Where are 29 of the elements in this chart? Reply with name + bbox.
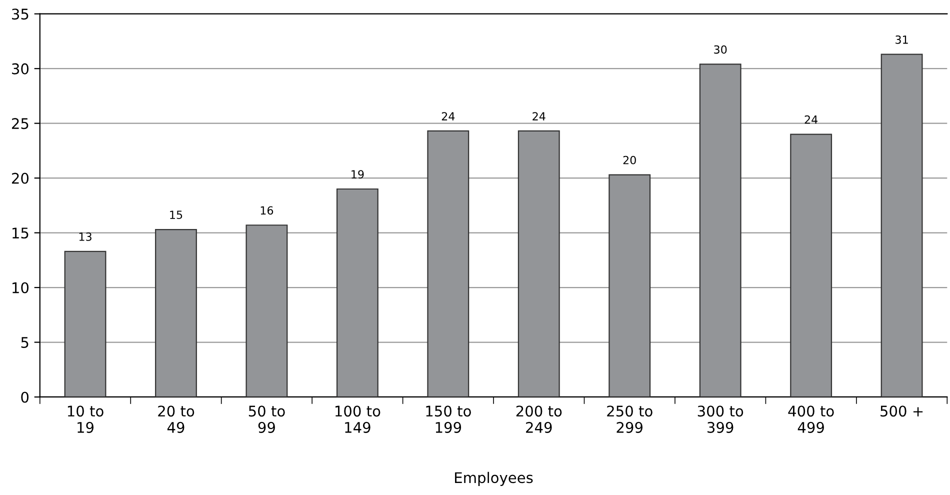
y-tick-label: 10 [12, 282, 29, 294]
x-tick-label: 20 to 49 [158, 406, 194, 433]
x-tick-label: 10 to 19 [68, 406, 104, 433]
x-tick-label: 50 to 99 [248, 406, 285, 433]
x-tick-label: 250 to 299 [607, 406, 652, 433]
y-tick-label: 25 [12, 118, 28, 130]
y-tick-label: 35 [12, 8, 28, 20]
x-tick-label: 500 + [880, 406, 923, 417]
data-label: 31 [896, 35, 908, 44]
x-axis-title: Employees [455, 472, 533, 486]
data-label: 20 [623, 156, 636, 164]
y-tick-label: 30 [12, 63, 29, 74]
data-label: 30 [714, 45, 727, 54]
x-tick-label: 150 to 199 [426, 406, 471, 433]
data-label: 16 [260, 206, 274, 215]
x-tick-label: 300 to 399 [698, 406, 744, 433]
x-tick-label: 200 to 249 [516, 406, 562, 433]
data-label: 24 [804, 115, 818, 124]
data-label: 24 [532, 112, 546, 120]
data-label: 13 [79, 232, 92, 241]
y-tick-label: 15 [12, 228, 28, 239]
data-label: 24 [442, 112, 455, 120]
data-label: 19 [352, 170, 364, 179]
x-tick-label: 100 to 149 [335, 406, 380, 433]
y-tick-label: 5 [21, 337, 28, 348]
data-label: 15 [170, 210, 182, 220]
x-tick-label: 400 to 499 [788, 406, 834, 433]
y-tick-label: 20 [12, 172, 29, 184]
y-tick-label: 0 [21, 392, 29, 403]
